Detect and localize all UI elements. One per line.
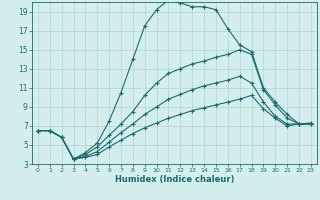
X-axis label: Humidex (Indice chaleur): Humidex (Indice chaleur) bbox=[115, 175, 234, 184]
